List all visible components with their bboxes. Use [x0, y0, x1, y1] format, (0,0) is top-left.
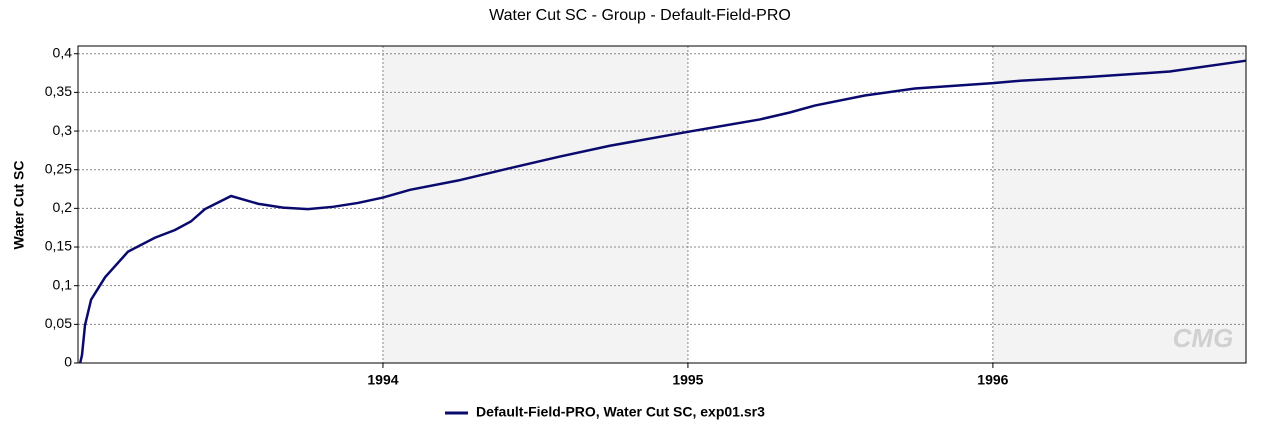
plot-border — [77, 45, 1247, 364]
x-tick-label: 1994 — [367, 372, 398, 388]
band — [382, 46, 688, 363]
data-line — [78, 59, 1247, 364]
band — [992, 46, 1246, 363]
y-tick-label: 0,1 — [53, 276, 73, 292]
y-tick-label: 0,35 — [45, 83, 72, 99]
chart-title: Water Cut SC - Group - Default-Field-PRO — [489, 7, 791, 24]
y-tick-label: 0,3 — [53, 122, 73, 138]
y-tick-label: 0,25 — [45, 160, 72, 176]
y-axis-label: Water Cut SC — [11, 161, 27, 250]
y-tick-label: 0 — [64, 354, 72, 370]
y-tick-label: 0,05 — [45, 315, 72, 331]
x-tick-label: 1995 — [672, 372, 703, 388]
x-tick-label: 1996 — [977, 372, 1008, 388]
watermark: CMG — [1173, 323, 1234, 353]
legend-label: Default-Field-PRO, Water Cut SC, exp01.s… — [476, 404, 765, 420]
y-tick-label: 0,15 — [45, 238, 72, 254]
y-tick-label: 0,4 — [53, 44, 73, 60]
y-tick-label: 0,2 — [53, 199, 73, 215]
